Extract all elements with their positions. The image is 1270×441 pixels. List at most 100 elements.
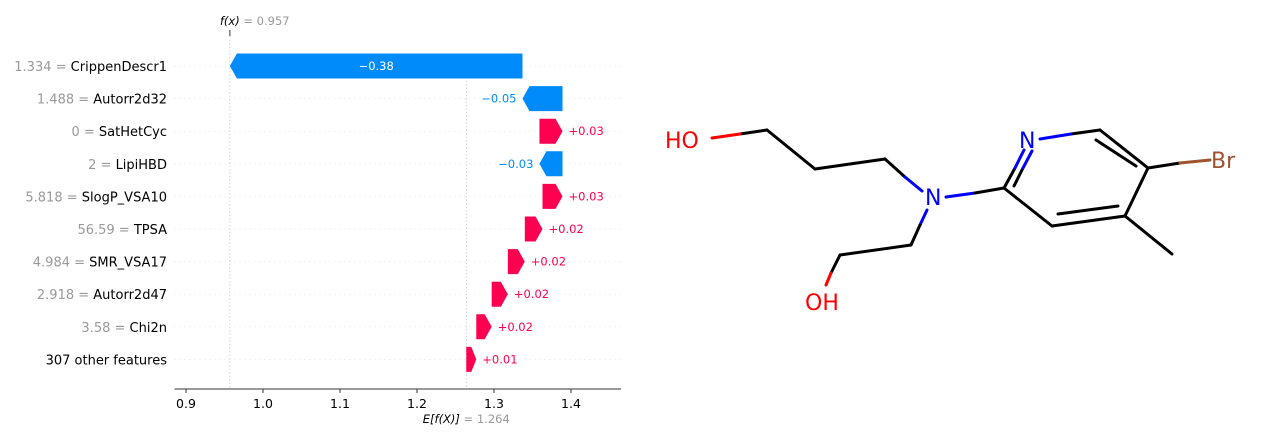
feature-value: 0 <box>71 125 79 140</box>
bar-value-label: +0.02 <box>498 320 533 334</box>
fx-annotation: f(x) = 0.957 <box>220 14 290 36</box>
bond <box>1123 214 1174 256</box>
feature-name: TPSA <box>133 223 167 238</box>
bond <box>1050 214 1127 228</box>
atom-label-br: Br <box>1211 149 1236 174</box>
waterfall-bar <box>542 183 563 209</box>
feature-name: Autorr2d47 <box>93 288 167 303</box>
bond <box>813 157 887 171</box>
bond <box>944 191 977 199</box>
waterfall-bar <box>476 314 492 340</box>
feature-label: 0 = SatHetCyc <box>71 125 167 140</box>
waterfall-bar <box>466 346 477 372</box>
base-value-text: = 1.264 <box>460 412 510 426</box>
waterfall-bar <box>524 216 543 242</box>
x-tick-label: 1.3 <box>484 396 504 411</box>
waterfall-bar <box>522 86 563 112</box>
waterfall-bar <box>539 118 563 144</box>
bond <box>838 243 913 257</box>
bond <box>1038 132 1073 141</box>
bar-value-label: −0.38 <box>359 59 394 73</box>
bond <box>1056 204 1120 216</box>
bar-value-label: +0.03 <box>569 124 604 138</box>
feature-value: 2.918 <box>37 288 74 303</box>
bond <box>883 157 907 179</box>
bond <box>909 223 922 247</box>
bond <box>738 128 769 136</box>
x-tick-label: 1.1 <box>330 396 350 411</box>
x-tick-label: 0.9 <box>176 396 196 411</box>
bond <box>1002 186 1054 228</box>
base-value-annotation: E[f(X)] = 1.264 <box>423 412 510 426</box>
bond <box>1021 149 1034 170</box>
atom-label-ho: HO <box>665 129 699 154</box>
bond <box>824 271 833 287</box>
bars: −0.38 −0.05 +0.03 −0.03 +0.03 +0.02 +0.02 +0.02… <box>229 53 604 372</box>
feature-value: 4.984 <box>33 256 70 271</box>
feature-value: 5.818 <box>25 190 62 205</box>
x-tick-label: 1.4 <box>561 396 581 411</box>
atom-label-n-ring: N <box>1019 129 1035 154</box>
feature-label: 1.334 = CrippenDescr1 <box>14 60 167 75</box>
feature-label: 307 other features <box>46 353 168 368</box>
feature-name: SatHetCyc <box>99 125 167 140</box>
feature-label: 4.984 = SMR_VSA17 <box>33 256 167 271</box>
bond <box>710 132 742 140</box>
feature-label: 2 = LipiHBD <box>88 158 167 173</box>
bond <box>765 128 817 171</box>
feature-name: Chi2n <box>130 321 167 336</box>
feature-value: 56.59 <box>77 223 114 238</box>
feature-value: 3.58 <box>81 321 110 336</box>
feature-name: SMR_VSA17 <box>89 256 167 271</box>
feature-label: 56.59 = TPSA <box>77 223 167 238</box>
bar-value-label: +0.02 <box>514 287 549 301</box>
bond <box>1098 128 1150 170</box>
fx-annotation-text: f(x) = 0.957 <box>220 14 290 28</box>
feature-name: CrippenDescr1 <box>71 60 167 75</box>
feature-label: 2.918 = Autorr2d47 <box>37 288 167 303</box>
feature-value: 1.334 <box>14 60 51 75</box>
bar-value-label: +0.03 <box>569 189 604 203</box>
feature-name: LipiHBD <box>116 158 167 173</box>
atom-label-n-amine: N <box>925 186 941 211</box>
atom-label-oh: OH <box>805 291 839 316</box>
x-axis: 0.9 1.0 1.1 1.2 1.3 1.4 E[f(X)] = 1.264 <box>174 388 622 426</box>
bond <box>1123 166 1150 218</box>
reference-lines <box>229 36 467 389</box>
bond <box>1094 138 1138 168</box>
x-tick-label: 1.0 <box>253 396 273 411</box>
base-value-label: E[f(X)] <box>423 412 460 426</box>
bar-value-label: +0.01 <box>482 352 517 366</box>
bond <box>1002 166 1017 190</box>
feature-name: SlogP_VSA10 <box>82 190 167 205</box>
x-tick-label: 1.2 <box>407 396 427 411</box>
bond <box>829 253 842 275</box>
bond <box>1012 166 1025 188</box>
feature-labels: 1.334 = CrippenDescr1 1.488 = Autorr2d32 0… <box>14 60 167 368</box>
waterfall-bar <box>539 151 563 177</box>
bond <box>1178 158 1212 165</box>
bond <box>973 186 1006 195</box>
bond <box>1013 148 1026 170</box>
fx-value-text: = 0.957 <box>240 14 290 28</box>
feature-label: 5.818 = SlogP_VSA10 <box>25 190 167 205</box>
bar-value-label: −0.03 <box>498 157 533 171</box>
waterfall-bar <box>229 53 523 79</box>
feature-label: 1.488 = Autorr2d32 <box>37 93 167 108</box>
bond <box>918 208 929 227</box>
fx-label: f(x) <box>220 14 240 28</box>
bar-value-label: +0.02 <box>549 222 584 236</box>
feature-value: 2 <box>88 158 96 173</box>
feature-name: Autorr2d32 <box>93 93 167 108</box>
molecule-structure: HO N N Br OH <box>665 128 1236 316</box>
waterfall-bar <box>491 281 508 307</box>
feature-value: 1.488 <box>37 93 74 108</box>
bond <box>1069 128 1102 136</box>
shap-waterfall-chart: −0.38 −0.05 +0.03 −0.03 +0.03 +0.02 +0.02 +0.02… <box>14 14 622 426</box>
bond <box>903 175 924 193</box>
feature-name: 307 other features <box>46 353 168 368</box>
bar-value-label: −0.05 <box>481 92 516 106</box>
bar-value-label: +0.02 <box>531 255 566 269</box>
waterfall-bar <box>507 249 525 275</box>
